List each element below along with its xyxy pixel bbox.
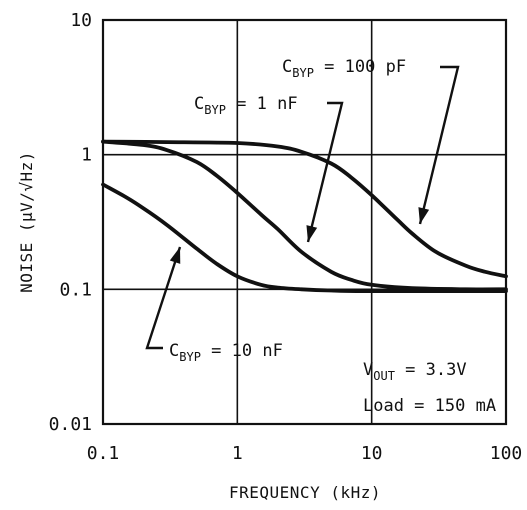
curve-10nf [101, 182, 508, 294]
curve-1nf [101, 139, 508, 292]
y-tick-label: 10 [70, 10, 92, 31]
x-tick-label: 0.1 [87, 443, 120, 464]
x-tick-label: 1 [232, 443, 243, 464]
curve-100pf [101, 139, 508, 279]
leader-100pf [418, 65, 460, 225]
y-tick-labels: 0.01 0.1 1 10 [49, 10, 92, 435]
x-axis-title: FREQUENCY (kHz) [229, 483, 381, 502]
x-tick-label: 100 [490, 443, 523, 464]
vout-annotation: VOUT = 3.3V [363, 360, 467, 383]
series-label-10nf: CBYP = 10 nF [169, 341, 283, 364]
load-annotation: Load = 150 mA [363, 396, 496, 416]
leader-1nf-arrowhead [306, 225, 318, 242]
y-tick-label: 0.01 [49, 414, 92, 435]
series-label-leaders [145, 65, 460, 350]
series-label-1nf: CBYP = 1 nF [194, 94, 298, 117]
leader-100pf-line [418, 65, 460, 225]
noise-curves [101, 139, 508, 294]
x-tick-labels: 0.1 1 10 100 [87, 443, 523, 464]
leader-10nf-arrowhead [169, 247, 181, 264]
x-tick-label: 10 [361, 443, 383, 464]
y-tick-label: 1 [81, 145, 92, 166]
y-tick-label: 0.1 [59, 279, 92, 300]
leader-10nf [145, 246, 182, 350]
y-axis-title: NOISE (µV/√Hz) [17, 151, 36, 293]
leader-100pf-arrowhead [418, 207, 430, 224]
leader-10nf-line [145, 246, 182, 350]
leader-1nf-line [306, 101, 344, 243]
plot-frame [101, 18, 508, 426]
leader-1nf [306, 101, 344, 243]
series-label-100pf: CBYP = 100 pF [282, 57, 406, 80]
